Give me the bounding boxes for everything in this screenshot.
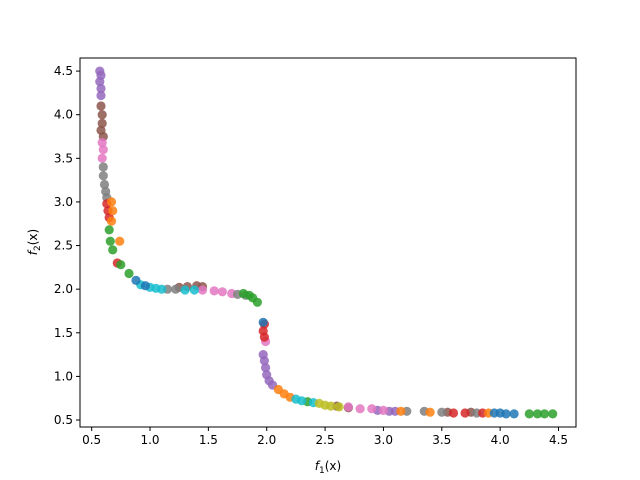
data-point-2-2 — [97, 153, 107, 163]
data-point-7-4 — [180, 285, 190, 295]
data-point-5-8 — [425, 407, 435, 417]
data-point-2-10 — [367, 404, 377, 414]
data-point-0-6 — [259, 356, 269, 366]
y-tick-label: 0.5 — [54, 413, 73, 427]
data-points — [95, 66, 558, 419]
data-point-5-1 — [108, 206, 118, 216]
data-point-3-2 — [99, 179, 110, 190]
data-point-6-2 — [108, 245, 118, 255]
plot-frame — [79, 57, 577, 428]
y-tick-label: 2.0 — [54, 282, 73, 296]
data-point-7-7 — [297, 396, 307, 406]
data-point-7-3 — [157, 284, 167, 294]
y-tick-label: 4.5 — [54, 64, 73, 78]
data-point-6-0 — [104, 225, 114, 235]
x-tick-label: 3.0 — [374, 433, 393, 447]
data-point-4-6 — [259, 332, 269, 342]
y-tick-label: 3.5 — [54, 151, 73, 165]
y-tick-label: 2.5 — [54, 239, 73, 253]
data-point-9-2 — [258, 317, 268, 327]
data-point-2-8 — [343, 402, 353, 412]
x-tick-label: 4.0 — [491, 433, 510, 447]
y-tick-label: 1.5 — [54, 326, 73, 340]
x-tick-label: 3.5 — [432, 433, 451, 447]
data-point-1-0 — [96, 101, 106, 111]
data-point-1-2 — [97, 118, 107, 128]
data-point-8-2 — [326, 401, 336, 411]
data-point-2-0 — [97, 138, 107, 148]
x-tick-label: 2.0 — [257, 433, 276, 447]
data-point-6-13 — [548, 409, 558, 419]
data-point-3-6 — [171, 284, 181, 294]
x-tick-label: 1.5 — [199, 433, 218, 447]
data-point-3-11 — [437, 407, 447, 417]
x-tick-label: 4.5 — [549, 433, 568, 447]
data-point-2-3 — [197, 285, 208, 295]
data-point-5-3 — [115, 236, 125, 246]
data-point-6-3 — [116, 260, 126, 270]
data-point-8-3 — [334, 402, 344, 412]
data-point-0-4 — [96, 90, 106, 101]
data-point-6-12 — [539, 409, 550, 419]
data-point-0-3 — [96, 83, 106, 94]
data-point-2-9 — [355, 404, 365, 414]
y-axis-label: f2(x) — [26, 229, 43, 255]
data-point-9-1 — [140, 281, 150, 291]
data-point-2-11 — [378, 405, 388, 415]
data-point-1-1 — [97, 110, 107, 120]
data-point-9-5 — [501, 409, 511, 419]
y-tick-label: 4.0 — [54, 108, 73, 122]
data-point-9-0 — [131, 275, 141, 285]
data-point-3-0 — [98, 162, 108, 172]
data-point-5-2 — [106, 216, 117, 226]
data-point-2-4 — [209, 286, 219, 296]
x-axis-ticks: 0.5 1.0 1.5 2.0 2.5 3.0 3.5 4.0 4.5 — [82, 427, 568, 447]
data-point-5-7 — [396, 406, 406, 416]
x-tick-label: 0.5 — [82, 433, 101, 447]
data-point-6-1 — [105, 236, 115, 246]
y-tick-label: 3.0 — [54, 195, 73, 209]
data-point-0-2 — [95, 77, 105, 87]
x-tick-label: 2.5 — [316, 433, 335, 447]
data-point-2-5 — [217, 287, 227, 297]
data-point-6-11 — [532, 409, 543, 419]
data-point-4-7 — [448, 408, 459, 418]
x-tick-label: 1.0 — [140, 433, 159, 447]
data-point-4-8 — [460, 408, 470, 418]
y-axis-ticks: 0.5 1.0 1.5 2.0 2.5 3.0 3.5 4.0 4.5 — [54, 64, 80, 427]
data-point-3-1 — [98, 171, 108, 181]
y-tick-label: 1.0 — [54, 369, 73, 383]
data-point-0-7 — [261, 363, 271, 373]
data-point-6-10 — [524, 409, 534, 419]
x-axis-label: f1(x) — [315, 459, 341, 476]
data-point-7-5 — [189, 285, 199, 295]
data-point-2-1 — [98, 145, 108, 155]
data-point-9-6 — [509, 409, 519, 419]
data-point-5-0 — [106, 197, 117, 207]
data-point-6-4 — [124, 268, 134, 279]
data-point-6-8 — [252, 297, 262, 307]
